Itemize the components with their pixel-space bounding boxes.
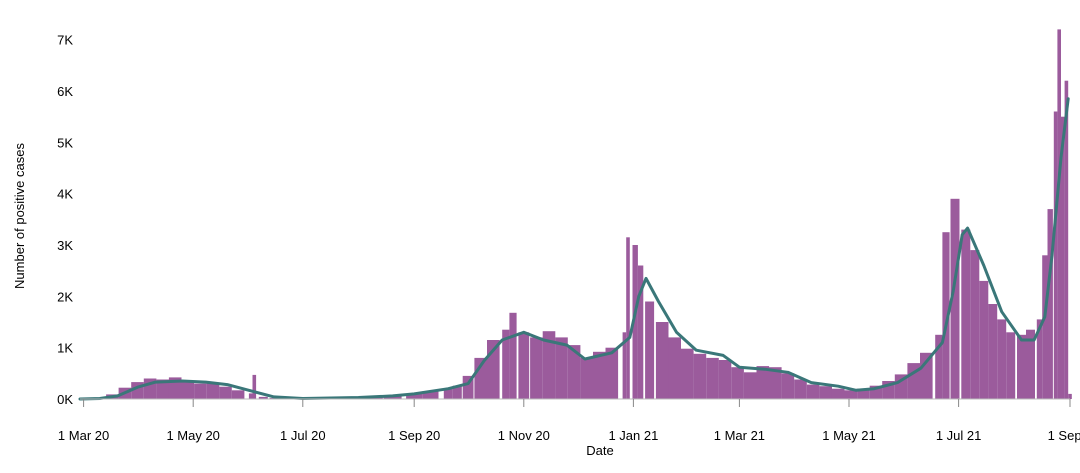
case-bar <box>645 301 655 399</box>
rolling-average-line <box>78 97 1070 401</box>
case-bar <box>219 386 232 399</box>
case-bar <box>857 388 870 399</box>
case-bar <box>655 322 669 399</box>
y-axis-title: Number of positive cases <box>12 143 27 289</box>
y-tick-label: 7K <box>57 33 73 48</box>
case-bar <box>831 388 845 399</box>
x-tick-label: 1 Sep 2 <box>1048 428 1080 443</box>
case-bar <box>970 250 980 399</box>
case-bar <box>622 332 627 399</box>
case-bar <box>997 319 1007 399</box>
case-bar <box>844 390 858 399</box>
case-bar <box>252 374 257 399</box>
case-bar <box>988 304 998 399</box>
x-tick-label: 1 May 21 <box>822 428 875 443</box>
case-bar <box>383 395 402 399</box>
case-bar <box>1053 111 1058 399</box>
x-tick-label: 1 Jan 21 <box>608 428 658 443</box>
x-tick-label: 1 May 20 <box>166 428 219 443</box>
case-bar <box>894 374 908 399</box>
case-bar <box>1026 329 1035 399</box>
case-bar <box>731 367 744 399</box>
y-tick-label: 6K <box>57 84 73 99</box>
case-bar <box>422 391 439 399</box>
case-bar <box>555 337 568 399</box>
line-layer <box>78 97 1070 401</box>
case-bar <box>206 383 220 399</box>
case-bar <box>979 280 989 399</box>
case-bar <box>231 390 245 399</box>
y-ticks: 0K 1K 2K 3K 4K 5K 6K 7K <box>57 33 73 407</box>
case-bar <box>593 351 606 399</box>
x-tick-label: 1 Mar 21 <box>714 428 765 443</box>
case-bar <box>637 265 644 399</box>
x-tick-label: 1 Jul 20 <box>280 428 326 443</box>
case-bar <box>248 393 253 399</box>
case-bar <box>1006 332 1016 399</box>
case-bar <box>718 360 732 399</box>
case-bar <box>632 245 638 399</box>
bars-layer <box>95 29 1072 400</box>
case-bar <box>743 372 757 399</box>
case-bar <box>1057 29 1061 400</box>
case-bar <box>1064 80 1069 399</box>
case-bar <box>668 337 681 399</box>
x-tick-label: 1 Mar 20 <box>58 428 109 443</box>
y-tick-label: 5K <box>57 135 73 150</box>
case-bar <box>258 396 268 399</box>
case-bar <box>806 384 820 399</box>
case-bar <box>756 366 770 399</box>
case-bar <box>681 348 694 399</box>
case-bar <box>1017 334 1026 399</box>
case-bar <box>542 331 556 399</box>
x-tick-label: 1 Jul 21 <box>936 428 982 443</box>
case-bar <box>935 334 943 399</box>
case-bar <box>961 229 971 399</box>
case-bar <box>462 375 474 399</box>
case-bar <box>1042 255 1048 399</box>
x-tick-label: 1 Nov 20 <box>498 428 550 443</box>
case-bar <box>452 385 462 399</box>
case-bar <box>819 386 832 399</box>
case-bar <box>530 337 543 399</box>
x-axis-title: Date <box>586 443 613 458</box>
x-tick-label: 1 Sep 20 <box>388 428 440 443</box>
y-tick-label: 3K <box>57 238 73 253</box>
case-bar <box>794 379 807 399</box>
case-bar <box>567 345 581 399</box>
case-bar <box>605 347 619 399</box>
case-bar <box>769 367 782 399</box>
case-bar <box>181 380 195 399</box>
case-bar <box>156 379 169 399</box>
case-bar <box>693 353 707 399</box>
case-bar <box>626 237 630 399</box>
case-bar <box>950 198 960 399</box>
y-tick-label: 2K <box>57 289 73 304</box>
case-bar <box>942 232 950 399</box>
case-bar <box>509 312 517 399</box>
case-bar <box>406 393 423 399</box>
y-tick-label: 1K <box>57 341 73 356</box>
case-bar <box>502 329 510 399</box>
case-bar <box>706 357 719 399</box>
y-tick-label: 0K <box>57 392 73 407</box>
case-bar <box>1061 116 1065 399</box>
x-ticks: 1 Mar 20 1 May 20 1 Jul 20 1 Sep 20 1 Nov 20… <box>58 399 1080 443</box>
case-bar <box>1047 209 1053 399</box>
case-bar <box>781 373 795 399</box>
case-bar <box>1068 393 1072 399</box>
case-bar <box>194 383 207 399</box>
case-bar <box>1036 319 1043 399</box>
case-bar <box>580 357 593 399</box>
y-tick-label: 4K <box>57 187 73 202</box>
case-bar <box>518 332 530 399</box>
case-bar <box>443 388 453 399</box>
